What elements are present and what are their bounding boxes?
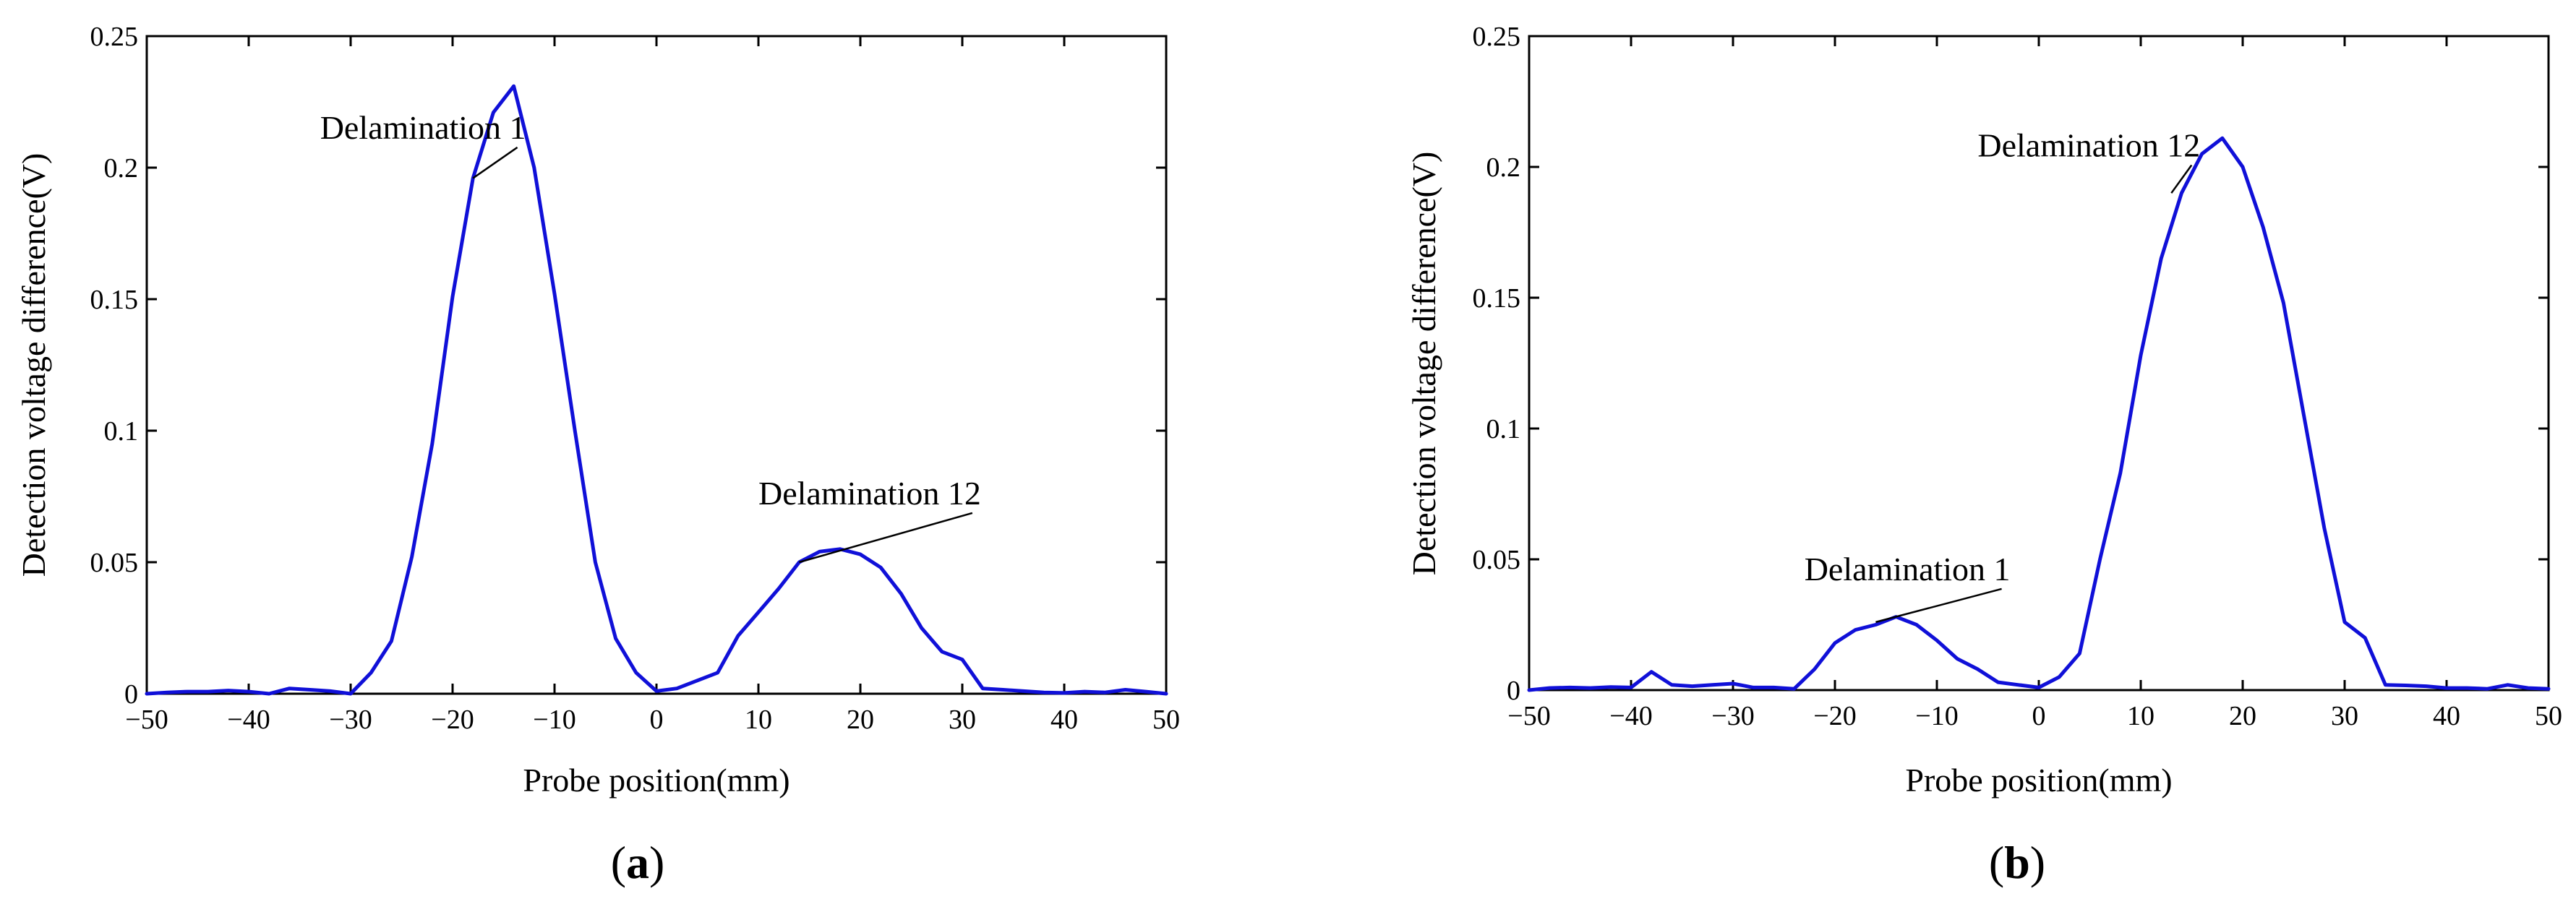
chart-panel-b: −50 −40 −30 −20 −10 0 10 20 30 40 50 0 0.05 0.1 0.15 0.…	[1405, 22, 2562, 888]
panel-label-open: (	[1989, 837, 2004, 888]
annotations: Delamination 1 Delamination 12	[1805, 127, 2200, 624]
x-tick-label: −40	[1609, 701, 1652, 731]
y-tick-label: 0.1	[1486, 414, 1521, 444]
axis-ticks: −50 −40 −30 −20 −10 0 10 20 30 40 50 0 0.05 0.1 0.15 0.…	[90, 22, 1181, 735]
panel-label-a: (a)	[611, 837, 665, 888]
annotation-label: Delamination 12	[758, 475, 981, 512]
x-tick-label: −10	[533, 705, 575, 735]
x-tick-label: −20	[1813, 701, 1856, 731]
x-tick-label: 30	[2331, 701, 2358, 731]
x-tick-label: −50	[1507, 701, 1550, 731]
annotation-label: Delamination 1	[320, 109, 526, 146]
y-tick-label: 0	[124, 679, 138, 710]
panel-label-b: (b)	[1989, 837, 2045, 888]
panel-label-letter: a	[626, 837, 649, 888]
y-tick-label: 0	[1507, 676, 1520, 706]
y-axis-label: Detection voltage difference(V)	[15, 153, 52, 577]
annotation-leader	[1875, 587, 2002, 624]
y-tick-label: 0.2	[104, 153, 139, 184]
annotation-label: Delamination 1	[1805, 551, 2011, 587]
annotations: Delamination 1 Delamination 12	[320, 109, 981, 564]
y-tick-label: 0.05	[90, 548, 139, 578]
y-tick-label: 0.25	[90, 22, 139, 52]
chart-panel-a: −50 −40 −30 −20 −10 0 10 20 30 40 50 0 0.05 0.1 0.15 0.…	[15, 22, 1180, 888]
series-line	[1527, 136, 2551, 692]
x-tick-label: 50	[1152, 705, 1180, 735]
annotation-leader	[799, 512, 973, 564]
y-tick-label: 0.15	[1473, 283, 1521, 314]
plot-area-frame	[145, 35, 1168, 695]
y-tick-label: 0.2	[1486, 152, 1521, 183]
y-tick-label: 0.25	[1473, 22, 1521, 52]
axis-ticks: −50 −40 −30 −20 −10 0 10 20 30 40 50 0 0.05 0.1 0.15 0.…	[1473, 22, 2563, 731]
x-tick-label: −40	[227, 705, 270, 735]
x-tick-label: −30	[329, 705, 372, 735]
x-tick-label: 40	[1050, 705, 1078, 735]
series-line	[145, 84, 1168, 696]
annotation-label: Delamination 12	[1977, 127, 2200, 164]
y-tick-label: 0.15	[90, 285, 139, 315]
x-tick-label: 50	[2535, 701, 2562, 731]
x-tick-label: −50	[125, 705, 168, 735]
annotation-leader	[2170, 164, 2193, 194]
y-tick-label: 0.1	[104, 416, 139, 447]
x-tick-label: 0	[650, 705, 664, 735]
panel-label-open: (	[611, 837, 626, 888]
x-tick-label: 0	[2032, 701, 2046, 731]
x-tick-label: 30	[949, 705, 976, 735]
x-tick-label: 20	[2229, 701, 2256, 731]
x-axis-label: Probe position(mm)	[1905, 762, 2172, 798]
x-tick-label: −20	[431, 705, 474, 735]
x-tick-label: 40	[2433, 701, 2460, 731]
y-axis-label: Detection voltage difference(V)	[1405, 152, 1442, 576]
x-axis-label: Probe position(mm)	[523, 762, 790, 798]
x-tick-label: −30	[1711, 701, 1754, 731]
panel-label-letter: b	[2004, 837, 2030, 888]
panel-label-close: )	[649, 837, 664, 888]
y-tick-label: 0.05	[1473, 545, 1521, 575]
panel-label-close: )	[2030, 837, 2045, 888]
x-tick-label: −10	[1915, 701, 1958, 731]
annotation-leader	[472, 146, 518, 179]
x-tick-label: 20	[847, 705, 874, 735]
x-tick-label: 10	[2127, 701, 2154, 731]
x-tick-label: 10	[745, 705, 772, 735]
